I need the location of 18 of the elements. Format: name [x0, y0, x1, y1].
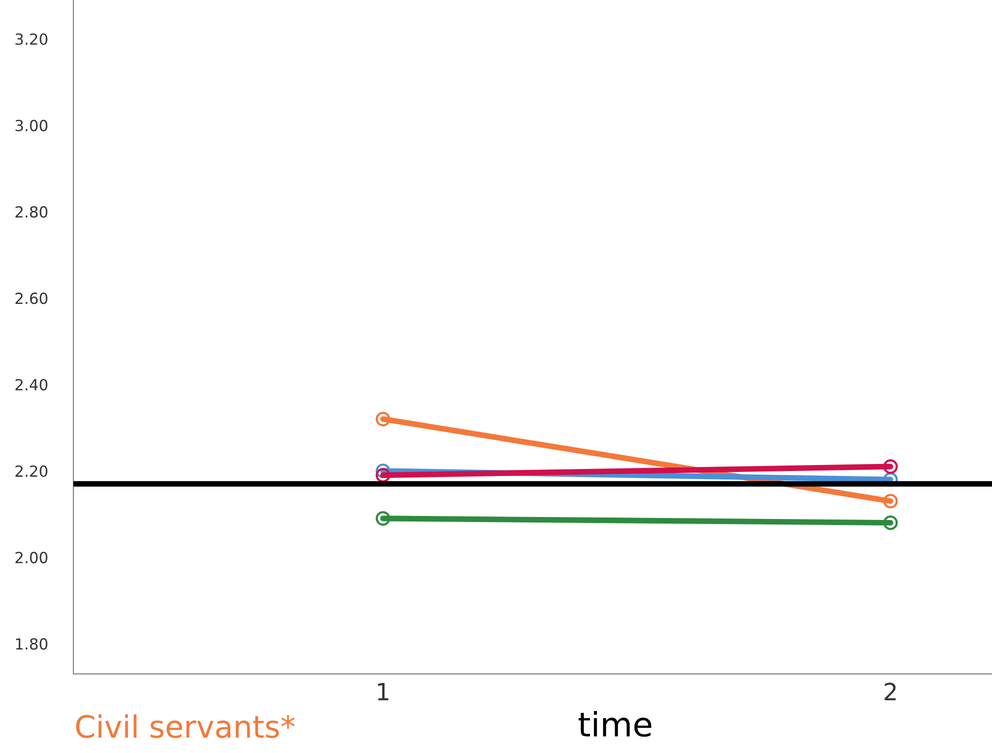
- x-tick-label: 1: [378, 682, 388, 700]
- y-tick-label: 3.00: [16, 120, 48, 132]
- point: [376, 468, 390, 483]
- point: [376, 511, 390, 526]
- point: [883, 515, 898, 530]
- point: [883, 494, 898, 508]
- y-tick-label: 1.80: [16, 638, 48, 650]
- point: [376, 412, 390, 426]
- y-tick-label: 2.60: [16, 292, 48, 304]
- y-tick-label: 2.00: [16, 552, 48, 564]
- y-tick-label: 3.20: [16, 33, 48, 45]
- y-tick-label: 2.80: [16, 206, 48, 218]
- y-tick-label: 2.20: [16, 465, 48, 477]
- y-tick-label: 2.40: [16, 378, 48, 391]
- x-axis-title: time: [578, 711, 652, 737]
- point: [883, 459, 898, 474]
- x-tick-label: 2: [884, 682, 896, 700]
- text: Civil servants*: [76, 714, 295, 738]
